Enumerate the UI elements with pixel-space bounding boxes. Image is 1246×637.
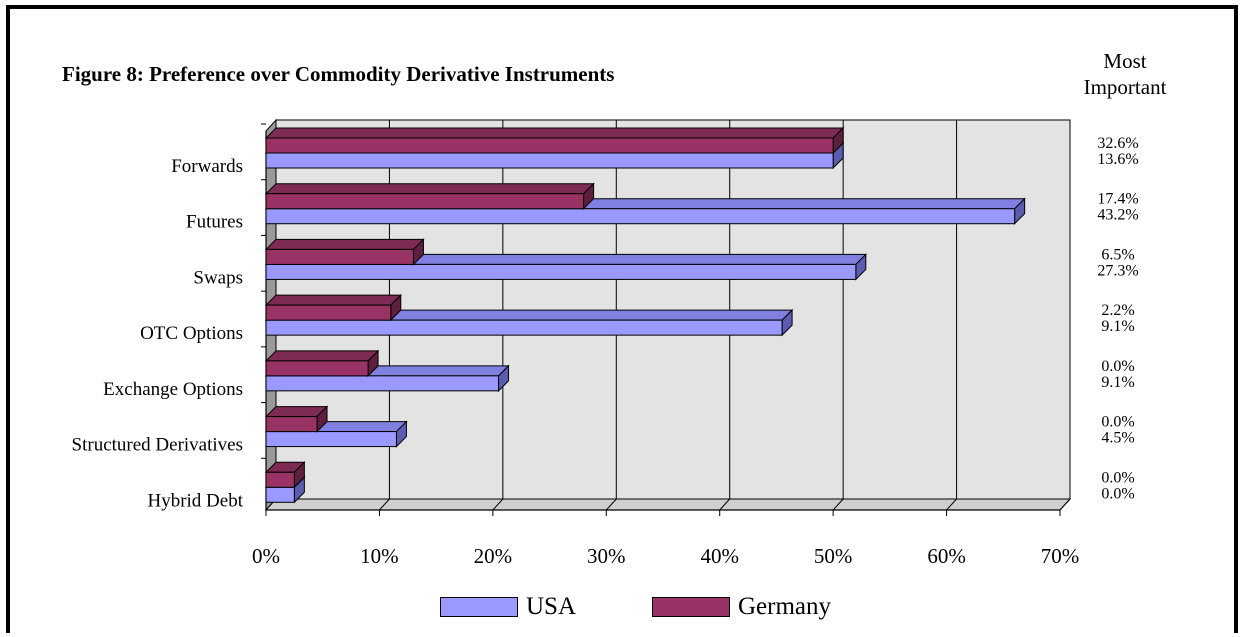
legend-item-germany: Germany	[652, 592, 831, 622]
most-important-usa-exchange-options: 9.1%	[1101, 374, 1134, 391]
bar-usa-forwards	[265, 152, 834, 169]
legend-label-germany: Germany	[738, 593, 832, 620]
plot-floor	[264, 498, 1072, 511]
bar-germany-swaps-top	[264, 238, 425, 250]
y-tick-label: Swaps	[193, 267, 243, 288]
gridline-floor	[379, 498, 390, 511]
bar-usa-structured-derivatives	[265, 431, 397, 448]
gridline-floor	[832, 498, 844, 511]
most-important-germany-otc-options: 2.2%	[1101, 302, 1134, 319]
most-important-germany-swaps: 6.5%	[1101, 246, 1134, 263]
y-tick-label: OTC Options	[140, 323, 243, 344]
bar-germany-forwards-top	[264, 127, 845, 139]
gridline-floor	[605, 498, 617, 511]
most-important-usa-structured-derivatives: 4.5%	[1101, 430, 1134, 447]
most-important-germany-exchange-options: 0.0%	[1101, 358, 1134, 375]
most-important-germany-hybrid-debt: 0.0%	[1101, 469, 1134, 486]
legend-label-usa: USA	[526, 593, 577, 620]
gridline-floor	[492, 498, 504, 511]
bar-germany-hybrid-debt	[265, 471, 295, 488]
bar-usa-exchange-options	[265, 375, 500, 392]
bar-germany-futures-top	[264, 183, 595, 195]
bar-usa-hybrid-debt	[265, 486, 295, 503]
bar-germany-otc-options	[265, 304, 392, 321]
bar-usa-otc-options	[265, 319, 783, 336]
bar-germany-futures	[265, 193, 585, 210]
x-tick-label: 70%	[1041, 544, 1080, 568]
bar-germany-exchange-options-top	[264, 350, 380, 362]
x-tick-label: 50%	[814, 544, 853, 568]
y-tick-label: Forwards	[171, 156, 243, 177]
x-tick-label: 60%	[927, 544, 966, 568]
bar-germany-exchange-options	[265, 360, 369, 377]
most-important-germany-structured-derivatives: 0.0%	[1101, 414, 1134, 431]
legend-swatch-usa	[440, 597, 518, 617]
y-tick-label: Structured Derivatives	[72, 435, 243, 456]
bar-usa-swaps	[265, 263, 857, 280]
most-important-usa-otc-options: 9.1%	[1101, 318, 1134, 335]
most-important-usa-swaps: 27.3%	[1097, 262, 1138, 279]
bar-germany-otc-options-top	[264, 294, 402, 306]
bar-usa-futures	[265, 208, 1016, 225]
x-tick-label: 40%	[700, 544, 739, 568]
legend-item-usa: USA	[440, 592, 576, 622]
y-tick-label: Exchange Options	[103, 379, 243, 400]
x-tick-label: 10%	[360, 544, 399, 568]
most-important-header-line-2: Important	[1083, 75, 1167, 99]
x-tick-label: 20%	[474, 544, 513, 568]
bar-germany-structured-derivatives	[265, 416, 318, 433]
gridline-floor	[719, 498, 731, 511]
y-tick-label: Hybrid Debt	[147, 490, 243, 511]
most-important-germany-forwards: 32.6%	[1097, 135, 1138, 152]
legend-swatch-germany	[652, 597, 730, 617]
most-important-header: Most Important	[1060, 48, 1190, 100]
bar-germany-forwards	[265, 137, 834, 154]
most-important-header-line-1: Most	[1103, 49, 1147, 73]
x-tick-label: 30%	[587, 544, 626, 568]
figure-title: Figure 8: Preference over Commodity Deri…	[62, 62, 615, 86]
most-important-usa-forwards: 13.6%	[1097, 151, 1138, 168]
figure-frame	[6, 5, 1238, 633]
gridline-floor	[1059, 498, 1071, 511]
x-tick-label: 0%	[252, 544, 280, 568]
most-important-usa-futures: 43.2%	[1097, 207, 1138, 224]
bar-germany-swaps	[265, 248, 414, 265]
most-important-germany-futures: 17.4%	[1097, 191, 1138, 208]
gridline-floor	[946, 498, 957, 511]
y-tick-label: Futures	[186, 212, 243, 233]
most-important-usa-hybrid-debt: 0.0%	[1101, 485, 1134, 502]
